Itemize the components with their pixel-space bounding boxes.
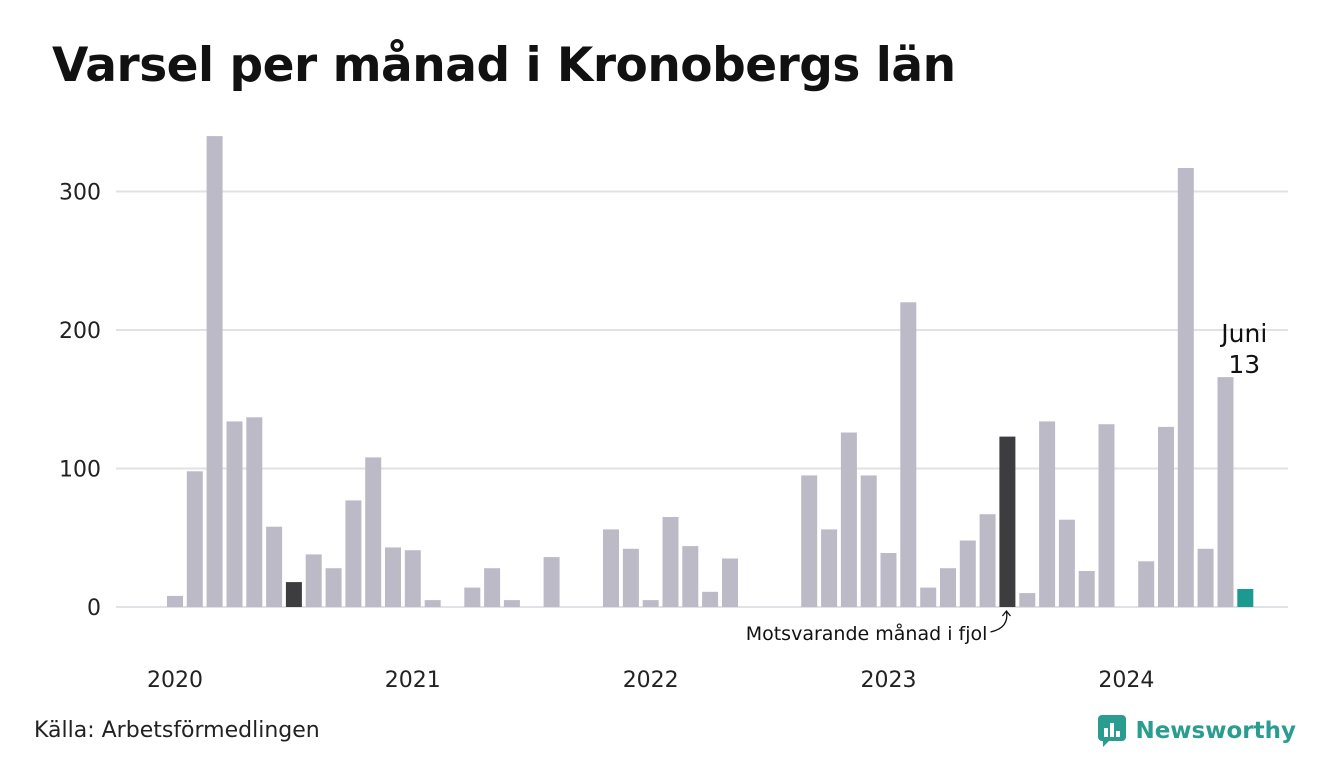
bar [821, 529, 838, 607]
bar [940, 568, 956, 607]
chart-title: Varsel per månad i Kronobergs län [52, 38, 956, 93]
newsworthy-logo-icon [1098, 715, 1127, 747]
x-tick-label: 2022 [623, 668, 679, 693]
bar [900, 302, 917, 607]
bar [385, 547, 401, 607]
bar-current-month [1237, 589, 1254, 607]
bar [840, 432, 857, 607]
x-tick-label: 2024 [1098, 668, 1154, 693]
bar [1177, 168, 1194, 607]
bar [722, 558, 738, 607]
bar [543, 557, 560, 607]
annotation-arrowhead-icon [1001, 609, 1011, 617]
source-note: Källa: Arbetsförmedlingen [34, 718, 320, 743]
current-month-value: 13 [1228, 350, 1260, 379]
bar [1158, 426, 1174, 607]
bar [1039, 421, 1056, 607]
bar [424, 600, 441, 607]
y-tick-label: 100 [59, 458, 101, 483]
bar [860, 475, 877, 607]
bar [305, 554, 322, 607]
x-tick-label: 2023 [861, 668, 917, 693]
y-tick-label: 0 [87, 596, 101, 621]
bar [503, 600, 520, 607]
bar [920, 587, 937, 607]
bar [801, 475, 818, 607]
last-year-annotation: Motsvarande månad i fjol [746, 622, 988, 645]
y-tick-label: 200 [59, 319, 101, 344]
bar [682, 546, 699, 607]
bar [484, 568, 501, 607]
bar [365, 457, 382, 607]
bar [622, 548, 639, 607]
annotation-arrow-icon [990, 610, 1008, 633]
bar [1058, 519, 1075, 607]
bar [186, 471, 203, 607]
bar [167, 595, 183, 607]
bar [206, 136, 223, 607]
bar [662, 517, 679, 607]
x-tick-label: 2020 [147, 668, 203, 693]
bar [404, 550, 421, 607]
bar-chart: 0 100 200 300 2020 2021 2022 2023 2024 Juni 13 … [59, 136, 1288, 693]
current-month-label: Juni [1219, 319, 1267, 348]
bar [325, 568, 342, 607]
x-axis: 2020 2021 2022 2023 2024 [147, 668, 1154, 693]
bar [226, 421, 243, 607]
bar [1019, 593, 1036, 607]
bar [603, 529, 619, 607]
bar-same-month [999, 436, 1016, 607]
y-tick-label: 300 [59, 181, 101, 206]
bar [1078, 571, 1095, 607]
bar [1098, 424, 1115, 607]
x-tick-label: 2021 [385, 668, 441, 693]
bar [1217, 377, 1234, 607]
bar [1197, 548, 1214, 607]
bar-same-month [285, 582, 302, 607]
brand-logo[interactable]: Newsworthy [1097, 714, 1296, 748]
annotations: Juni 13 Motsvarande månad i fjol [746, 319, 1268, 645]
bar [266, 526, 283, 607]
bar [464, 587, 481, 607]
bar [246, 417, 263, 607]
bar [702, 591, 719, 607]
bar [979, 514, 996, 607]
bar [880, 553, 897, 607]
bar [345, 500, 362, 607]
brand-name: Newsworthy [1135, 718, 1296, 744]
bar [642, 600, 659, 607]
bar [959, 540, 976, 607]
bars [167, 136, 1254, 607]
bar [1138, 561, 1155, 607]
y-axis: 0 100 200 300 [59, 181, 101, 622]
